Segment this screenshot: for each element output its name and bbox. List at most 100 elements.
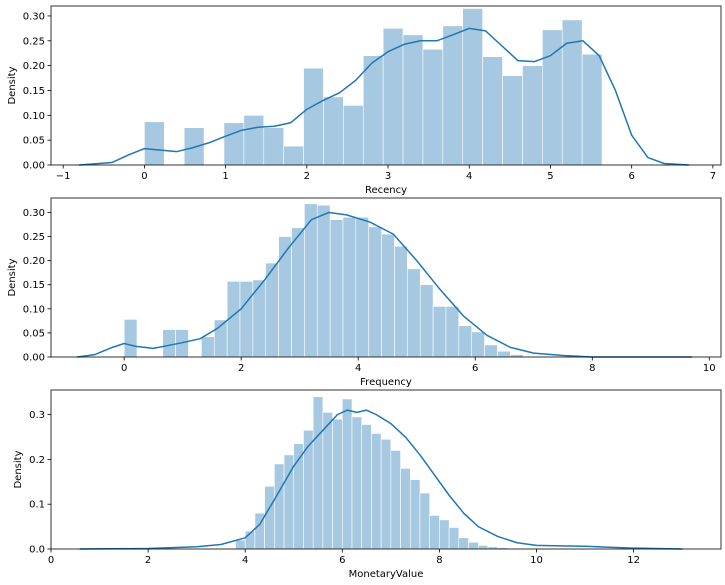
histogram-bar bbox=[323, 96, 344, 166]
histogram-bar bbox=[394, 245, 408, 358]
x-tick-label: −1 bbox=[56, 171, 71, 182]
histogram-bar bbox=[123, 319, 138, 358]
histogram-bar bbox=[402, 34, 424, 166]
x-tick-label: 7 bbox=[710, 171, 716, 182]
histogram-bar bbox=[368, 226, 382, 358]
histogram-bar bbox=[400, 468, 411, 550]
histogram-bar bbox=[342, 216, 357, 358]
x-axis-label: Frequency bbox=[360, 377, 412, 388]
histogram-bar bbox=[351, 416, 363, 550]
kde-line bbox=[79, 409, 683, 550]
histogram-bar bbox=[183, 127, 205, 166]
y-tick-label: 0.30 bbox=[23, 11, 45, 22]
x-tick-label: 4 bbox=[242, 555, 248, 566]
x-tick-label: 4 bbox=[466, 171, 472, 182]
histogram-bar bbox=[484, 344, 498, 358]
histogram-bar bbox=[381, 233, 395, 358]
histogram-bar bbox=[362, 55, 384, 166]
histogram-bar bbox=[162, 329, 176, 358]
histogram-bar bbox=[291, 227, 305, 358]
histogram-bar bbox=[278, 236, 292, 358]
histogram-bar bbox=[264, 485, 275, 550]
y-tick-label: 0.30 bbox=[23, 208, 45, 219]
y-tick-label: 0.2 bbox=[29, 455, 45, 466]
histogram-bar bbox=[390, 450, 401, 550]
histogram-bar bbox=[419, 492, 430, 550]
histogram-bar bbox=[329, 219, 344, 358]
histogram-bar bbox=[380, 438, 392, 550]
y-tick-label: 0.25 bbox=[23, 232, 45, 243]
y-axis-label: Density bbox=[13, 450, 24, 488]
axes-frame bbox=[50, 389, 722, 550]
axes-frame bbox=[50, 5, 722, 166]
y-tick-label: 0.05 bbox=[23, 328, 45, 339]
x-axis-label: Recency bbox=[365, 185, 407, 196]
histogram-bar bbox=[144, 121, 165, 166]
histogram-bar bbox=[442, 25, 464, 166]
histogram-bar bbox=[522, 65, 543, 166]
x-tick-label: 8 bbox=[436, 555, 442, 566]
y-tick-label: 0.0 bbox=[29, 545, 45, 556]
y-tick-label: 0.00 bbox=[23, 353, 45, 364]
x-tick-label: 6 bbox=[472, 363, 478, 374]
histogram-bar bbox=[283, 145, 304, 166]
histogram-bar bbox=[482, 56, 503, 166]
y-tick-label: 0.00 bbox=[23, 161, 45, 172]
histogram-bar bbox=[303, 67, 324, 166]
y-tick-label: 0.15 bbox=[23, 86, 45, 97]
histogram-bar bbox=[429, 515, 440, 550]
x-tick-label: 10 bbox=[530, 555, 543, 566]
y-tick-label: 0.05 bbox=[23, 136, 45, 147]
x-tick-label: 5 bbox=[547, 171, 553, 182]
histogram-bar bbox=[361, 424, 372, 550]
x-tick-label: 10 bbox=[703, 363, 716, 374]
histogram-bar bbox=[581, 53, 603, 166]
x-tick-label: 1 bbox=[222, 171, 228, 182]
histogram-bar bbox=[263, 127, 284, 166]
histogram-bar bbox=[274, 463, 285, 550]
kde-line bbox=[76, 211, 693, 358]
y-tick-label: 0.1 bbox=[29, 500, 45, 511]
histogram-bar bbox=[239, 281, 254, 358]
histogram-bar bbox=[445, 306, 460, 358]
recency-density-plot: −1 0 1 2 3 4 5 6 7 0.00 0.05 0.10 0.15 0.20 0.25 0.30 Re… bbox=[7, 5, 722, 196]
histogram-bar bbox=[497, 350, 511, 358]
x-tick-label: 8 bbox=[589, 363, 595, 374]
x-tick-label: 0 bbox=[141, 171, 147, 182]
histogram-bar bbox=[322, 412, 333, 550]
monetary-value-density-plot: 0 2 4 6 8 10 12 0.0 0.1 0.2 0.3 MonetaryValue Densit… bbox=[13, 389, 722, 580]
y-tick-label: 0.25 bbox=[23, 36, 45, 47]
histogram-bar bbox=[409, 479, 421, 550]
y-axis-label: Density bbox=[7, 66, 18, 104]
y-tick-label: 0.20 bbox=[23, 61, 45, 72]
x-tick-label: 2 bbox=[238, 363, 244, 374]
histogram-bar bbox=[468, 541, 479, 550]
y-axis-label: Density bbox=[7, 258, 18, 296]
histogram-bar bbox=[502, 75, 523, 166]
y-tick-label: 0.10 bbox=[23, 111, 45, 122]
histogram-bar bbox=[407, 268, 421, 358]
histogram-bar bbox=[312, 396, 324, 550]
x-tick-label: 12 bbox=[627, 555, 640, 566]
histogram-bar bbox=[422, 48, 444, 166]
histogram-bar bbox=[355, 216, 370, 358]
histogram-bar bbox=[458, 325, 473, 358]
x-tick-label: 4 bbox=[355, 363, 361, 374]
histogram-bar bbox=[458, 537, 469, 550]
histogram-bar bbox=[477, 545, 489, 550]
histogram-bar bbox=[243, 115, 265, 166]
y-tick-label: 0.10 bbox=[23, 304, 45, 315]
histogram-bar bbox=[201, 336, 215, 358]
histogram-bar bbox=[235, 539, 246, 550]
axes-frame bbox=[50, 197, 722, 358]
x-tick-label: 0 bbox=[48, 555, 54, 566]
x-axis-label: MonetaryValue bbox=[349, 569, 424, 580]
histogram-bar bbox=[223, 122, 245, 166]
histogram-bar bbox=[419, 284, 434, 358]
histogram-bar bbox=[371, 433, 382, 550]
histogram-bar bbox=[448, 527, 460, 550]
histogram-bar bbox=[462, 8, 483, 166]
kde-line bbox=[78, 27, 690, 166]
y-tick-label: 0.15 bbox=[23, 280, 45, 291]
histogram-bar bbox=[542, 29, 563, 166]
